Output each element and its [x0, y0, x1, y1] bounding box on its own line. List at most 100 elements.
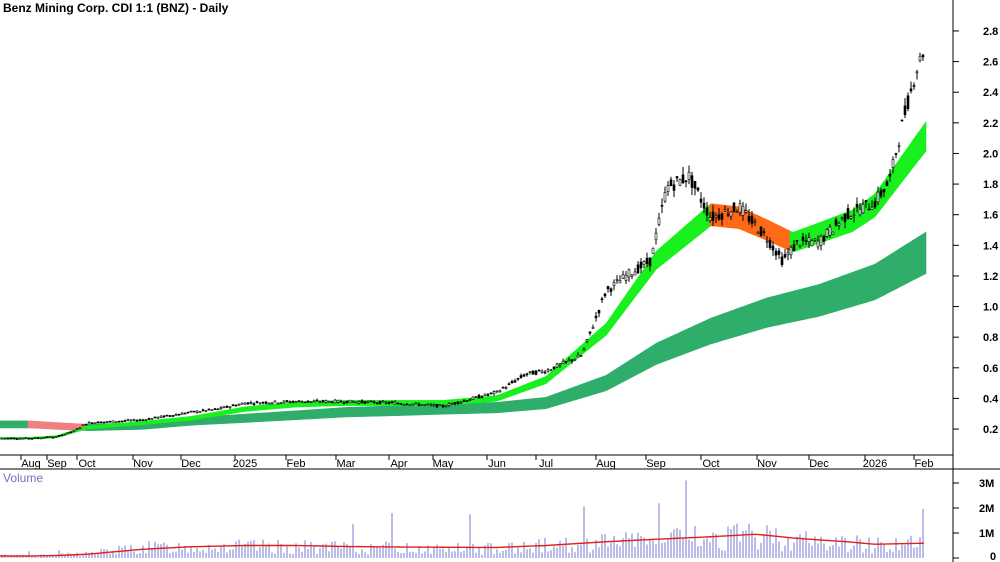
price-bar-body	[324, 400, 328, 403]
price-bar-body	[900, 119, 904, 122]
price-bar-body	[825, 229, 829, 237]
price-bar-body	[579, 355, 583, 358]
price-bar-body	[891, 159, 895, 168]
price-bar-body	[297, 400, 301, 402]
price-bar-body	[75, 428, 79, 431]
price-bar-body	[837, 223, 841, 226]
price-bar-body	[840, 217, 844, 219]
x-tick-label: Jun	[488, 458, 506, 470]
price-bar-body	[609, 288, 613, 292]
volume-tick-label: 2M	[979, 503, 994, 515]
x-tick-label: Jul	[539, 458, 553, 470]
price-bar-body	[738, 203, 742, 213]
x-tick-label: 2025	[233, 458, 257, 470]
price-bar-body	[300, 401, 304, 403]
price-bar-body	[456, 401, 460, 404]
price-bar-body	[384, 401, 388, 404]
price-bar-body	[537, 369, 541, 372]
price-bar-body	[672, 184, 676, 191]
price-bar-body	[279, 402, 283, 404]
price-bar-body	[549, 369, 553, 372]
price-bar-body	[435, 404, 439, 408]
price-bar-body	[633, 271, 637, 276]
price-bar-body	[168, 415, 172, 417]
price-bar-body	[810, 240, 814, 246]
price-bar-body	[735, 211, 739, 213]
price-bar-body	[504, 387, 508, 389]
price-bar-body	[768, 240, 772, 248]
price-bar-body	[267, 402, 271, 405]
fast-ma-ribbon-segment	[923, 121, 927, 155]
price-bar-body	[585, 338, 589, 342]
price-bar-body	[819, 236, 823, 246]
price-bar-body	[288, 401, 292, 404]
price-bar-body	[852, 214, 856, 216]
price-bar-body	[117, 420, 121, 423]
price-bar-body	[351, 401, 355, 403]
price-bar-body	[654, 232, 658, 241]
price-bar-body	[420, 404, 424, 406]
price-bar-body	[546, 369, 550, 372]
price-bar-body	[573, 358, 577, 361]
price-bar-body	[675, 176, 679, 179]
price-bar-body	[270, 402, 274, 405]
price-bar-body	[789, 247, 793, 256]
price-bar-body	[126, 419, 130, 422]
price-bar-body	[645, 257, 649, 265]
price-bar-body	[624, 274, 628, 281]
price-bar-body	[762, 231, 766, 234]
price-bar-body	[261, 401, 265, 404]
price-bar-body	[27, 437, 31, 440]
price-bar-body	[39, 437, 43, 440]
x-tick-label: Nov	[757, 458, 777, 470]
price-bar-body	[783, 254, 787, 258]
price-bar-body	[150, 418, 154, 420]
volume-axis-ticks: 0 1M 2M 3M	[953, 478, 996, 562]
price-bar-body	[729, 211, 733, 217]
price-bar-body	[441, 405, 445, 407]
price-bar-body	[543, 371, 547, 374]
price-bar-body	[363, 401, 367, 404]
price-bar-body	[189, 410, 193, 413]
price-bar-body	[492, 391, 496, 395]
price-bar-body	[423, 404, 427, 406]
price-bar-body	[657, 217, 661, 225]
price-bar-body	[438, 404, 442, 406]
price-bar-body	[561, 360, 565, 364]
price-bar-body	[45, 436, 49, 439]
price-bar-body	[333, 399, 337, 404]
price-bar-body	[660, 205, 664, 207]
price-bar-body	[582, 348, 586, 351]
price-bar-body	[465, 400, 469, 402]
price-bar-body	[93, 422, 97, 425]
price-bar-body	[390, 401, 394, 404]
price-bar-body	[249, 402, 253, 404]
price-bar-body	[864, 200, 868, 203]
price-bar-body	[159, 415, 163, 418]
price-bar-body	[459, 401, 463, 404]
price-bar-body	[471, 396, 475, 400]
price-bar-body	[348, 399, 352, 403]
price-bar-body	[240, 402, 244, 405]
x-tick-label: Sep	[47, 458, 67, 470]
price-bar-body	[306, 400, 310, 403]
price-bar-body	[252, 403, 256, 405]
price-bar-body	[66, 432, 70, 434]
price-bar-body	[276, 402, 280, 405]
volume-label: Volume	[3, 471, 43, 485]
price-bar-body	[516, 377, 520, 380]
price-bar-body	[540, 370, 544, 373]
price-bar-body	[693, 180, 697, 189]
price-bar-body	[57, 435, 61, 437]
price-bar-body	[765, 240, 769, 243]
price-bar-body	[393, 401, 397, 405]
price-bar-body	[663, 192, 667, 202]
price-bar-body	[639, 261, 643, 269]
price-bar-body	[183, 412, 187, 415]
price-bar-body	[90, 422, 94, 424]
price-bar-body	[528, 371, 532, 373]
price-bar-body	[519, 375, 523, 378]
price-bar-body	[771, 245, 775, 251]
price-bar-body	[813, 238, 817, 241]
